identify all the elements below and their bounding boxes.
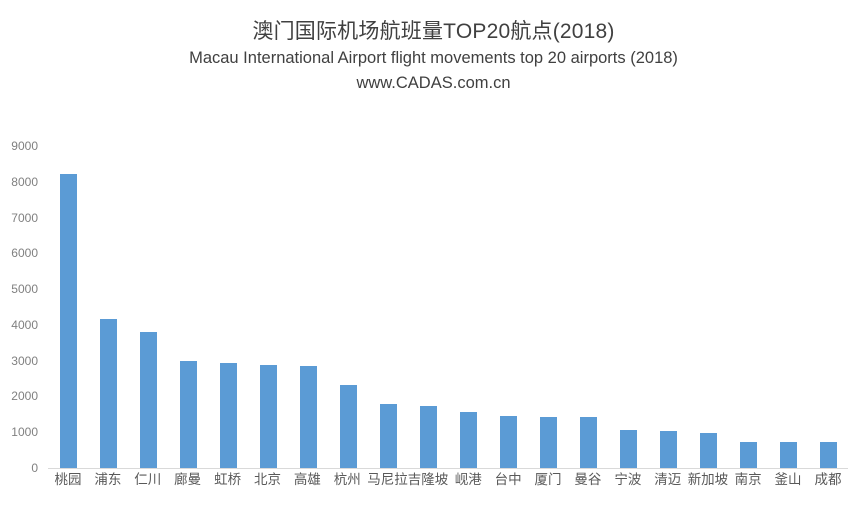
bar-slot	[528, 146, 568, 468]
x-axis-label-新加坡: 新加坡	[687, 472, 729, 487]
bar-浦东[interactable]	[99, 319, 117, 468]
y-axis-tick-9000: 9000	[11, 139, 38, 153]
x-axis-slot: 新加坡	[688, 471, 729, 497]
y-axis-tick-6000: 6000	[11, 246, 38, 261]
bar-高雄[interactable]	[299, 365, 317, 468]
x-axis-label-廊曼: 廊曼	[174, 472, 202, 487]
x-axis-slot: 曼谷	[568, 471, 608, 497]
bar-slot	[808, 146, 848, 468]
x-axis-slot: 清迈	[648, 471, 688, 497]
x-axis-slot: 吉隆坡	[408, 471, 449, 497]
bar-虹桥[interactable]	[219, 363, 237, 468]
x-axis-label-虹桥: 虹桥	[214, 472, 242, 487]
y-axis-tick-0: 0	[31, 461, 38, 475]
bar-新加坡[interactable]	[699, 432, 717, 468]
x-axis-slot: 马尼拉	[367, 471, 408, 497]
bar-马尼拉[interactable]	[379, 403, 397, 468]
x-axis-slot: 北京	[248, 471, 288, 497]
bar-slot	[768, 146, 808, 468]
x-axis-label-仁川: 仁川	[134, 472, 162, 487]
x-axis-slot: 台中	[488, 471, 528, 497]
x-axis-label-厦门: 厦门	[534, 472, 562, 487]
bar-slot	[248, 146, 288, 468]
y-axis-tick-1000: 1000	[11, 425, 38, 440]
x-axis-label-杭州: 杭州	[333, 472, 361, 487]
chart-title-chinese: 澳门国际机场航班量TOP20航点(2018)	[252, 20, 615, 43]
bar-slot	[368, 146, 408, 468]
bar-岘港[interactable]	[459, 411, 477, 468]
bar-slot	[568, 146, 608, 468]
x-axis-label-高雄: 高雄	[293, 472, 321, 487]
x-axis-slot: 厦门	[528, 471, 568, 497]
y-axis-tick-5000: 5000	[11, 282, 38, 297]
x-axis-label-浦东: 浦东	[94, 472, 122, 487]
y-axis: 9000 8000 7000 6000 5000 4000 3000 2000 1000 0	[0, 140, 44, 475]
x-axis-slot: 宁波	[608, 471, 648, 497]
x-axis-label-曼谷: 曼谷	[574, 472, 602, 487]
y-axis-tick-2000: 2000	[11, 389, 38, 404]
chart-source-url: www.CADAS.com.cn	[356, 74, 511, 92]
bar-slot	[688, 146, 728, 468]
bar-仁川[interactable]	[139, 332, 157, 468]
x-axis-label-宁波: 宁波	[614, 472, 642, 487]
bar-slot	[408, 146, 448, 468]
bar-slot	[608, 146, 648, 468]
x-axis-slot: 虹桥	[208, 471, 248, 497]
bar-slot	[128, 146, 168, 468]
x-axis-slot: 岘港	[448, 471, 488, 497]
x-axis-slot: 釜山	[768, 471, 808, 497]
x-axis-slot: 成都	[808, 471, 848, 497]
bar-杭州[interactable]	[339, 384, 357, 468]
x-axis-slot: 桃园	[48, 471, 88, 497]
x-axis: 桃园 浦东 仁川 廊曼 虹桥 北京 高雄 杭州 马尼拉 吉隆坡 岘港 台中 厦门 曼谷 宁波 清迈 新加坡 南京釜…	[48, 471, 848, 497]
bar-釜山[interactable]	[779, 442, 797, 468]
x-axis-line	[48, 468, 848, 469]
x-axis-label-北京: 北京	[253, 472, 281, 487]
bar-吉隆坡[interactable]	[419, 406, 437, 468]
bar-桃园[interactable]	[59, 173, 77, 468]
x-axis-slot: 南京	[728, 471, 768, 497]
x-axis-label-台中: 台中	[494, 472, 522, 487]
bar-曼谷[interactable]	[579, 417, 597, 468]
bar-slot	[488, 146, 528, 468]
bar-廊曼[interactable]	[179, 361, 197, 468]
x-axis-slot: 高雄	[287, 471, 327, 497]
x-axis-label-桃园: 桃园	[54, 472, 82, 487]
x-axis-label-岘港: 岘港	[454, 472, 482, 487]
x-axis-slot: 廊曼	[168, 471, 208, 497]
bar-slot	[448, 146, 488, 468]
bar-slot	[328, 146, 368, 468]
y-axis-tick-3000: 3000	[11, 353, 38, 368]
bar-slot	[288, 146, 328, 468]
x-axis-label-吉隆坡: 吉隆坡	[407, 472, 449, 487]
x-axis-slot: 仁川	[128, 471, 168, 497]
bar-slot	[728, 146, 768, 468]
x-axis-label-釜山: 釜山	[774, 472, 802, 487]
bar-南京[interactable]	[739, 441, 757, 468]
bar-北京[interactable]	[259, 364, 277, 468]
bar-宁波[interactable]	[619, 430, 637, 468]
bars-area	[48, 146, 848, 468]
chart-title-block: 澳门国际机场航班量TOP20航点(2018) Macau Internation…	[0, 18, 867, 95]
y-axis-tick-4000: 4000	[11, 317, 38, 332]
x-axis-label-马尼拉: 马尼拉	[367, 472, 408, 487]
bar-slot	[208, 146, 248, 468]
bar-slot	[168, 146, 208, 468]
chart-title-english: Macau International Airport flight movem…	[189, 49, 678, 67]
bar-清迈[interactable]	[659, 431, 677, 468]
bar-slot	[88, 146, 128, 468]
x-axis-label-南京: 南京	[734, 472, 762, 487]
bar-成都[interactable]	[819, 442, 837, 468]
x-axis-label-清迈: 清迈	[654, 472, 682, 487]
bar-厦门[interactable]	[539, 416, 557, 468]
bar-slot	[648, 146, 688, 468]
y-axis-tick-7000: 7000	[11, 210, 38, 225]
y-axis-tick-8000: 8000	[11, 174, 38, 189]
bar-台中[interactable]	[499, 415, 517, 468]
bar-slot	[48, 146, 88, 468]
x-axis-slot: 杭州	[327, 471, 367, 497]
x-axis-label-成都: 成都	[814, 472, 842, 487]
x-axis-slot: 浦东	[88, 471, 128, 497]
